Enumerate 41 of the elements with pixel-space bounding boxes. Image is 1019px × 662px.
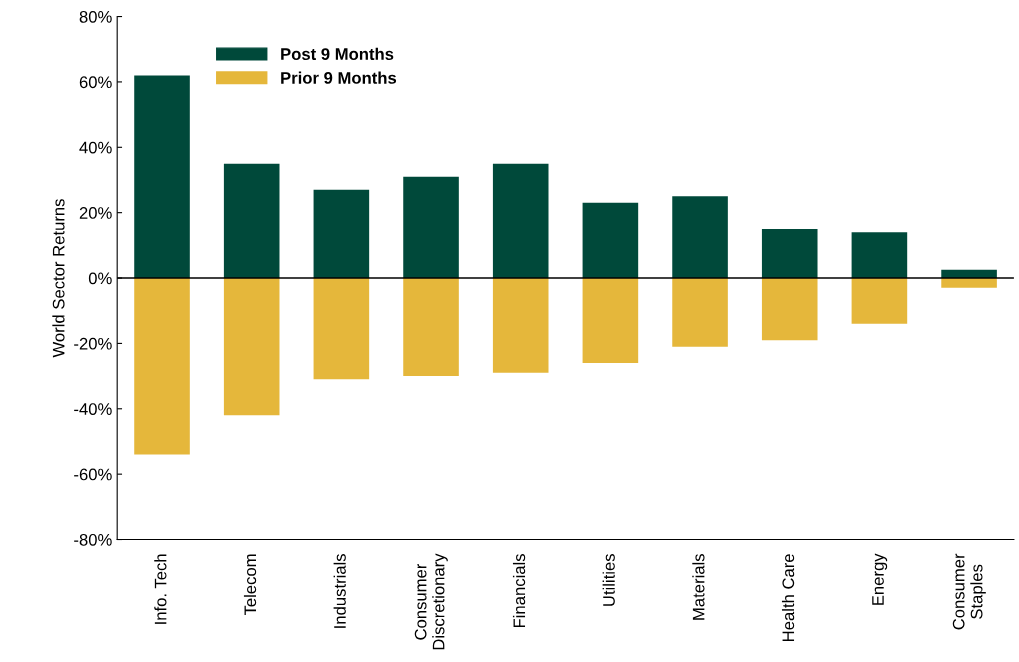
bar <box>941 278 997 288</box>
bar <box>761 278 818 341</box>
bar <box>492 278 549 373</box>
y-tick-label: 40% <box>79 141 112 154</box>
y-tick-label: -40% <box>74 403 112 415</box>
bar <box>403 278 459 377</box>
bar <box>761 229 818 279</box>
y-tick-label: 0% <box>88 272 112 285</box>
y-tick-label: 80% <box>79 10 112 23</box>
y-tick-label: -80% <box>74 533 112 546</box>
bar <box>403 176 459 279</box>
x-tick-label: Industrials <box>333 554 346 628</box>
bar <box>582 202 639 279</box>
y-axis-title: World Sector Returns <box>52 199 65 358</box>
bar <box>313 189 370 279</box>
bar <box>134 278 190 455</box>
y-tick-label: 60% <box>79 76 112 89</box>
y-tick-label: -60% <box>74 468 112 481</box>
x-tick-label: Telecom <box>243 554 257 616</box>
bar <box>851 232 908 279</box>
x-tick-label: Consumer Staples <box>952 553 986 630</box>
y-tick-label: 20% <box>79 207 112 219</box>
bar <box>223 278 280 416</box>
legend-label: Post 9 Months <box>281 47 394 60</box>
x-tick-label: Health Care <box>781 554 795 641</box>
bar <box>672 278 728 347</box>
x-tick-label: Energy <box>872 553 888 605</box>
bar <box>223 163 280 279</box>
x-tick-label: Utilities <box>602 554 615 606</box>
bar <box>492 163 549 279</box>
bar <box>313 278 370 380</box>
y-tick-label: -20% <box>74 337 112 350</box>
x-tick-label: Info. Tech <box>154 554 167 624</box>
x-tick-label: Consumer Discretionary <box>414 553 448 650</box>
bar <box>134 75 190 279</box>
bar <box>851 278 908 324</box>
legend-label: Prior 9 Months <box>281 71 397 84</box>
x-tick-label: Materials <box>692 554 705 620</box>
x-tick-label: Financials <box>512 554 526 628</box>
bar <box>582 278 639 364</box>
bar <box>672 196 728 279</box>
